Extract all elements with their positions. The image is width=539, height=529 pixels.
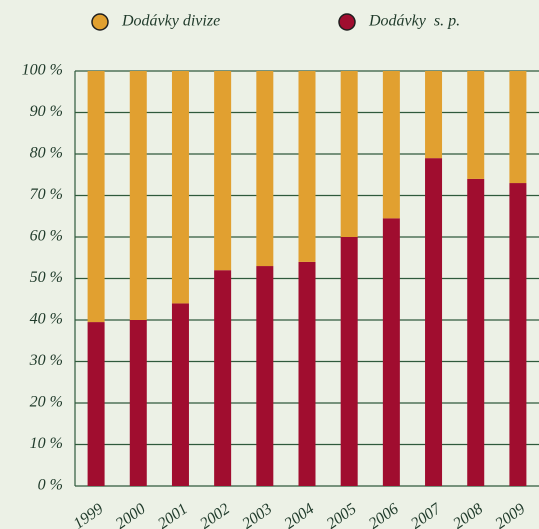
x-tick-label: 2005	[324, 500, 360, 529]
bar-segment	[87, 322, 105, 486]
y-tick-label: 50 %	[30, 269, 63, 286]
x-tick-label: 2002	[197, 500, 233, 529]
bar-segment	[171, 303, 189, 486]
bar-segment	[298, 261, 316, 486]
legend-swatch	[91, 13, 109, 31]
y-tick-label: 80 %	[30, 145, 63, 162]
x-tick-label: 2004	[281, 500, 317, 529]
bar-segment	[171, 71, 189, 304]
x-tick-label: 2008	[450, 500, 486, 529]
y-tick-label: 0 %	[38, 477, 63, 494]
legend-swatch	[338, 13, 356, 31]
bar-segment	[256, 266, 274, 486]
y-tick-label: 30 %	[29, 352, 63, 369]
x-tick-label: 2007	[408, 500, 445, 529]
y-tick-label: 90 %	[30, 103, 63, 120]
x-tick-label: 2000	[113, 500, 149, 529]
x-tick-label: 2003	[239, 500, 275, 529]
y-tick-label: 100 %	[22, 62, 63, 79]
bar-segment	[256, 71, 274, 267]
x-tick-label: 2009	[492, 500, 528, 529]
bar-segment	[382, 218, 400, 486]
bar-segment	[509, 71, 527, 184]
bar-segment	[425, 71, 443, 159]
bar-segment	[425, 158, 443, 486]
x-tick-label: 2006	[366, 500, 402, 529]
bar-segment	[467, 178, 485, 486]
y-tick-label: 10 %	[30, 435, 63, 452]
bar-segment	[382, 71, 400, 219]
y-tick-label: 20 %	[30, 394, 63, 411]
x-tick-label: 1999	[71, 500, 107, 529]
bar-segment	[467, 71, 485, 179]
x-tick-label: 2001	[155, 500, 191, 529]
bar-segment	[509, 183, 527, 487]
legend-label: Dodávky divize	[121, 13, 220, 30]
bar-segment	[87, 71, 105, 323]
bar-segment	[340, 71, 358, 237]
bar-segment	[214, 270, 232, 486]
bar-segment	[129, 320, 147, 486]
y-tick-label: 40 %	[30, 311, 63, 328]
bar-segment	[129, 71, 147, 320]
y-tick-label: 60 %	[30, 228, 63, 245]
bar-segment	[214, 71, 232, 271]
bar-segment	[340, 237, 358, 486]
legend-label: Dodávky s. p.	[368, 13, 460, 30]
bar-segment	[298, 71, 316, 262]
y-tick-label: 70 %	[30, 186, 63, 203]
